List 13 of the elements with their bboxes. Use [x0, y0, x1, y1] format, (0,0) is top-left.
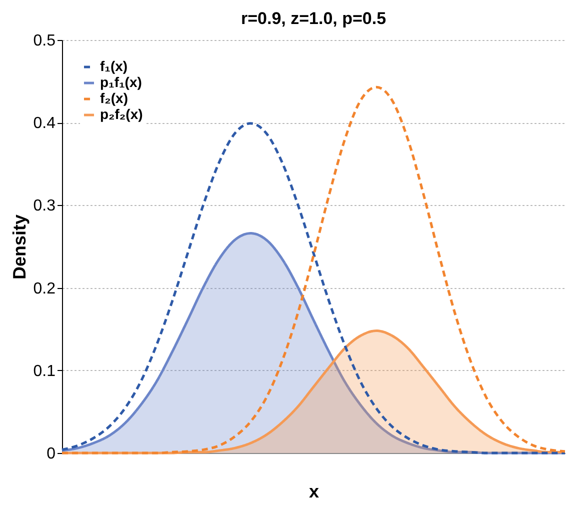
y-tick-label: 0.3 [33, 198, 56, 215]
legend-label: p₂f₂(x) [100, 106, 143, 122]
y-tick-label: 0.4 [33, 115, 56, 132]
legend-label: f₁(x) [100, 58, 128, 74]
legend-label: p₁f₁(x) [100, 74, 142, 90]
x-axis-title: x [308, 482, 320, 502]
chart-title: r=0.9, z=1.0, p=0.5 [240, 9, 386, 28]
legend-label: f₂(x) [100, 90, 128, 106]
y-axis-title: Density [9, 214, 30, 280]
y-tick-label: 0.1 [33, 362, 56, 380]
y-tick-label: 0.5 [33, 32, 56, 50]
y-tick-label: 0.2 [33, 280, 56, 298]
y-tick-label: 0 [46, 446, 56, 462]
